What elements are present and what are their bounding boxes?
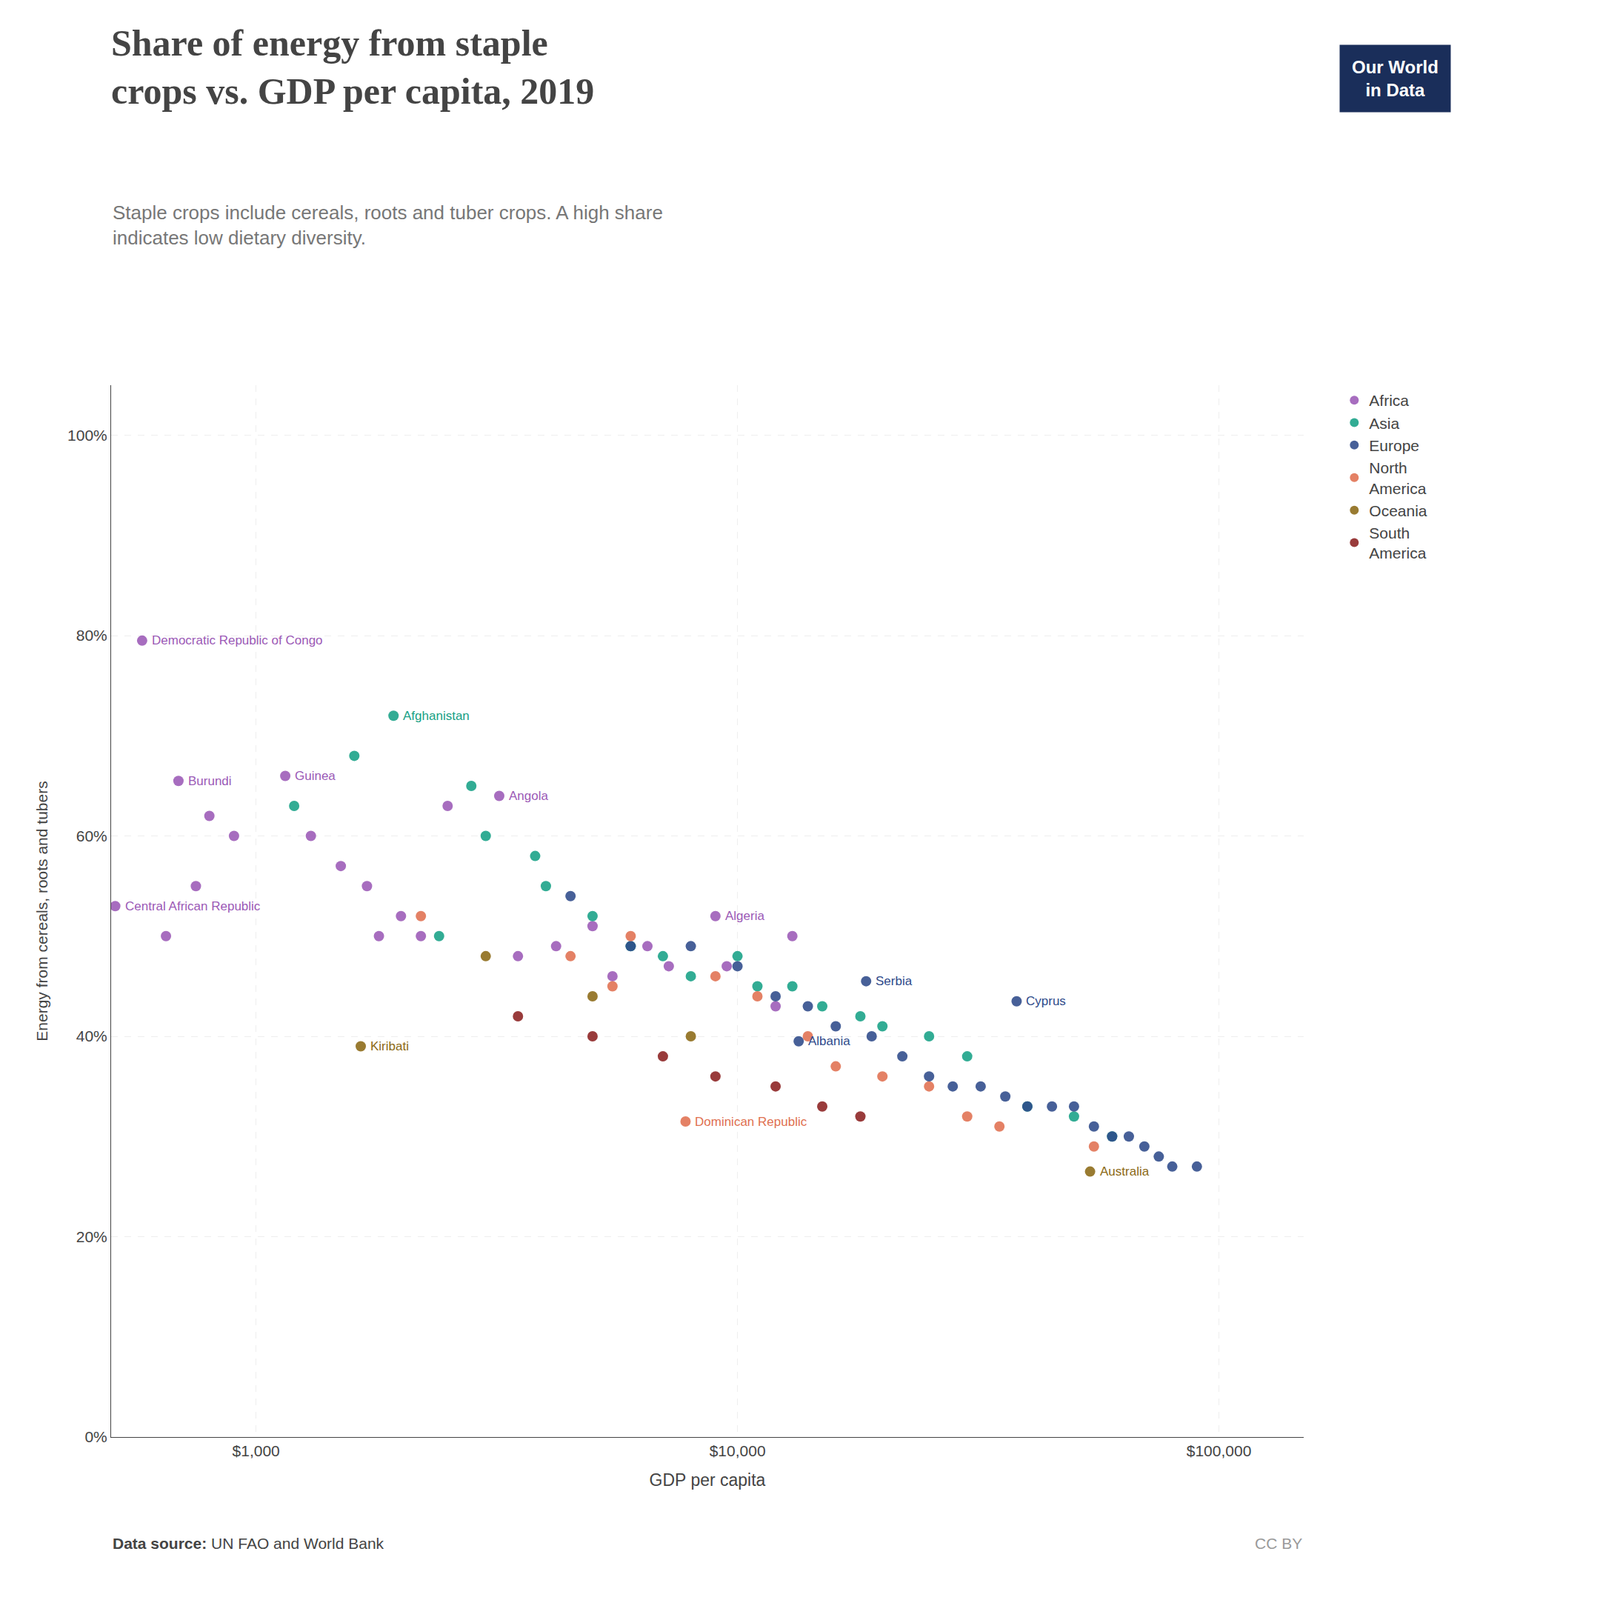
svg-text:$10,000: $10,000	[709, 1442, 766, 1460]
svg-text:Dominican Republic: Dominican Republic	[694, 1114, 808, 1129]
svg-text:0%: 0%	[84, 1428, 107, 1446]
svg-text:Australia: Australia	[1100, 1164, 1150, 1179]
svg-text:SouthAmerica: SouthAmerica	[1368, 524, 1426, 562]
svg-text:Share of energy from staplecro: Share of energy from staplecrops vs. GDP…	[111, 22, 595, 112]
svg-text:$100,000: $100,000	[1186, 1442, 1252, 1460]
svg-text:Kiribati: Kiribati	[370, 1039, 409, 1054]
svg-text:Afghanistan: Afghanistan	[402, 708, 470, 723]
svg-text:Data source: UN FAO and World: Data source: UN FAO and World Bank	[112, 1534, 385, 1552]
svg-text:Algeria: Algeria	[725, 908, 765, 923]
svg-text:CC BY: CC BY	[1254, 1534, 1303, 1552]
svg-text:Africa: Africa	[1368, 391, 1409, 409]
svg-text:100%: 100%	[67, 426, 108, 444]
svg-text:$1,000: $1,000	[232, 1442, 280, 1460]
svg-text:GDP per capita: GDP per capita	[649, 1470, 766, 1490]
svg-text:Staple crops include cereals,: Staple crops include cereals, roots and …	[112, 201, 663, 249]
svg-text:40%: 40%	[76, 1027, 108, 1045]
svg-text:Europe: Europe	[1368, 437, 1420, 455]
svg-text:Central African Republic: Central African Republic	[125, 899, 261, 914]
svg-text:NorthAmerica: NorthAmerica	[1368, 459, 1426, 497]
svg-text:Asia: Asia	[1368, 414, 1400, 432]
svg-text:Guinea: Guinea	[294, 768, 336, 783]
svg-text:Energy from cereals, roots and: Energy from cereals, roots and tubers	[33, 780, 51, 1041]
svg-text:60%: 60%	[76, 827, 108, 845]
svg-text:80%: 80%	[76, 626, 108, 644]
svg-text:Serbia: Serbia	[875, 974, 913, 989]
svg-text:Burundi: Burundi	[188, 774, 232, 789]
svg-text:Oceania: Oceania	[1368, 502, 1428, 520]
svg-text:20%: 20%	[76, 1228, 108, 1246]
svg-text:Our Worldin Data: Our Worldin Data	[1351, 57, 1439, 100]
svg-text:Angola: Angola	[508, 788, 549, 803]
svg-text:Democratic Republic of Congo: Democratic Republic of Congo	[151, 633, 323, 648]
svg-text:Albania: Albania	[808, 1034, 851, 1049]
svg-text:Cyprus: Cyprus	[1025, 994, 1066, 1009]
